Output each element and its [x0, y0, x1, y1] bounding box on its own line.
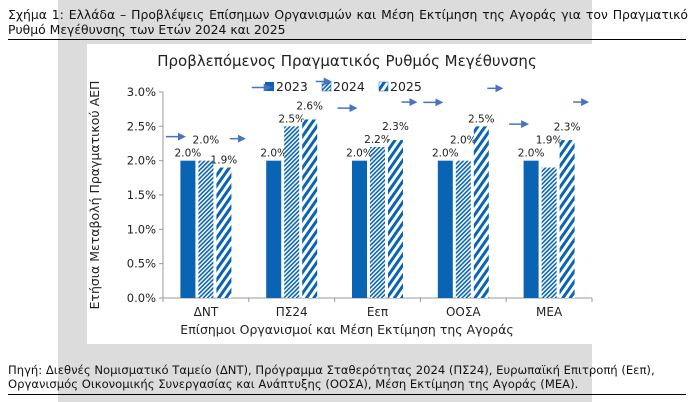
x-tick-label: ΜΕΑ — [536, 305, 563, 319]
data-label: 2.5% — [468, 113, 495, 125]
bar-2023-ΠΣ24 — [266, 160, 282, 298]
y-tick-label: 0.5% — [127, 257, 156, 271]
data-label: 2.0% — [450, 135, 477, 147]
legend-swatch-2023 — [265, 82, 274, 91]
x-tick-label: ΠΣ24 — [276, 305, 308, 319]
data-label: 2.0% — [518, 148, 545, 160]
data-label: 2.6% — [296, 100, 323, 112]
source-note: Πηγή: Διεθνές Νομισματικό Ταμείο (ΔΝΤ), … — [8, 363, 655, 391]
data-label: 1.9% — [536, 135, 563, 147]
bar-2024-ΠΣ24 — [284, 126, 300, 298]
legend-label-2023: 2023 — [276, 79, 308, 94]
y-tick-label: 1.5% — [127, 188, 156, 202]
bar-2024-ΟΟΣΑ — [455, 160, 471, 298]
data-label: 2.2% — [364, 134, 391, 146]
data-label: 2.0% — [260, 148, 287, 160]
legend-swatch-2024 — [321, 81, 332, 92]
y-axis-title: Ετήσια Μεταβολή Πραγματικού ΑΕΠ — [87, 81, 102, 310]
bar-2024-ΜΕΑ — [541, 167, 557, 298]
bar-2025-Εεπ — [388, 140, 403, 298]
bar-2023-ΔΝΤ — [180, 160, 196, 298]
data-label: 2.0% — [432, 148, 459, 160]
data-label: 1.9% — [211, 155, 238, 167]
data-label: 2.3% — [554, 122, 581, 134]
data-label: 2.0% — [175, 148, 202, 160]
x-axis-title: Επίσημοι Οργανισμοί και Μέση Εκτίμηση τη… — [180, 322, 513, 337]
bar-2025-ΠΣ24 — [302, 119, 318, 298]
source-divider — [8, 394, 686, 395]
x-tick-label: ΟΟΣΑ — [446, 305, 481, 319]
figure-caption: Σχήμα 1: Ελλάδα – Προβλέψεις Επίσημων Ορ… — [8, 7, 688, 37]
bar-2024-ΔΝΤ — [198, 160, 214, 298]
data-label: 2.0% — [193, 135, 220, 147]
bar-2025-ΜΕΑ — [559, 140, 575, 298]
legend-label-2025: 2025 — [390, 79, 422, 94]
y-tick-label: 3.0% — [127, 85, 156, 99]
legend-swatch-2025 — [378, 81, 389, 92]
legend-label-2024: 2024 — [333, 79, 365, 94]
y-tick-label: 2.5% — [127, 119, 156, 133]
bar-2025-ΟΟΣΑ — [473, 126, 489, 298]
y-tick-label: 0.0% — [127, 291, 156, 305]
bar-2025-ΔΝΤ — [216, 167, 232, 298]
bar-2023-ΟΟΣΑ — [437, 160, 453, 298]
y-tick-label: 1.0% — [127, 222, 156, 236]
data-label: 2.3% — [382, 121, 409, 133]
caption-divider — [8, 39, 686, 40]
x-tick-label: Εεπ — [367, 305, 388, 319]
bar-2023-ΜΕΑ — [523, 160, 539, 298]
bar-2023-Εεπ — [352, 160, 367, 298]
x-tick-label: ΔΝΤ — [194, 305, 219, 319]
data-label: 2.5% — [278, 113, 305, 125]
chart-title: Προβλεπόμενος Πραγματικός Ρυθμός Μεγέθυν… — [157, 52, 537, 70]
data-label: 2.0% — [346, 148, 373, 160]
y-tick-label: 2.0% — [127, 154, 156, 168]
chart-area: Προβλεπόμενος Πραγματικός Ρυθμός Μεγέθυν… — [87, 44, 607, 344]
bar-chart: Προβλεπόμενος Πραγματικός Ρυθμός Μεγέθυν… — [87, 52, 593, 337]
bar-2024-Εεπ — [370, 146, 385, 298]
